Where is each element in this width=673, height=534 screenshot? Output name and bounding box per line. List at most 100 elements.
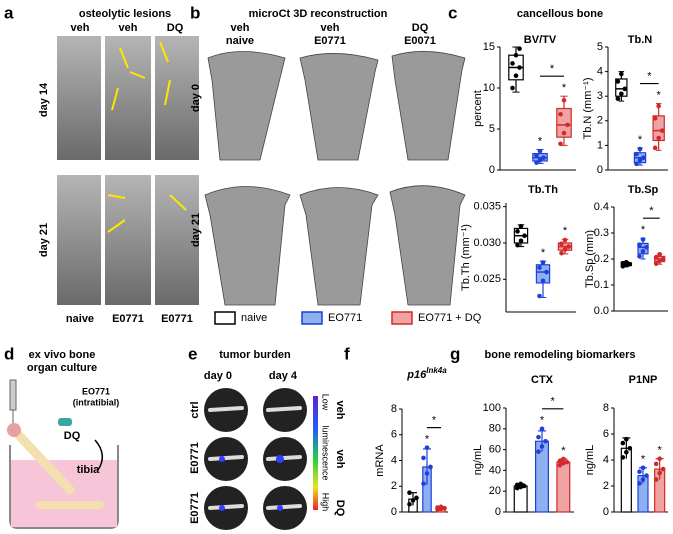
data-point <box>561 130 567 136</box>
y-tick-label: 2 <box>597 115 603 127</box>
data-point <box>657 456 662 462</box>
data-point <box>536 449 541 454</box>
panel-label: b <box>190 3 200 22</box>
y-tick-label: 0.030 <box>473 237 501 249</box>
data-point <box>637 157 643 163</box>
y-tick-label: 0 <box>597 164 603 176</box>
panel-title: osteolytic lesions <box>79 8 171 20</box>
row-label: DQ <box>334 500 346 517</box>
data-point <box>637 146 643 152</box>
data-point <box>619 91 624 97</box>
y-tick-label: 6 <box>391 429 397 441</box>
y-tick-label: 0.3 <box>594 227 609 239</box>
significance-mark: * <box>563 225 568 237</box>
y-tick-label: 0.035 <box>473 201 501 213</box>
data-point <box>557 458 563 464</box>
data-point <box>640 465 646 471</box>
y-tick-label: 2 <box>391 480 397 492</box>
y-tick-label: 3 <box>597 90 603 102</box>
y-axis-label: Tb.Sp (mm) <box>584 230 596 288</box>
data-point <box>657 470 662 476</box>
data-point <box>637 242 642 247</box>
data-point <box>539 444 545 449</box>
data-point <box>424 445 430 450</box>
y-tick-label: 100 <box>483 402 501 414</box>
data-point <box>620 455 626 460</box>
data-point <box>624 259 629 265</box>
data-point <box>537 293 542 299</box>
data-point <box>624 449 629 455</box>
data-point <box>421 481 426 486</box>
significance-mark: * <box>425 434 430 446</box>
column-label: veh <box>119 22 138 34</box>
chart-title: Tb.Th <box>528 184 558 196</box>
data-point <box>539 426 545 432</box>
y-tick-label: 80 <box>489 423 501 435</box>
data-point <box>438 504 444 510</box>
scale-label: High <box>321 493 331 512</box>
data-point <box>515 229 520 234</box>
legend-label: naive <box>241 312 267 324</box>
data-point <box>653 254 659 260</box>
y-tick-label: 8 <box>603 402 609 414</box>
chart-title: P1NP <box>629 374 658 386</box>
panel-title: tumor burden <box>219 349 291 361</box>
chart-title: CTX <box>531 374 554 386</box>
significance-mark: * <box>561 445 566 457</box>
data-point <box>620 260 626 266</box>
column-label: naive <box>226 35 254 47</box>
data-point <box>522 233 527 238</box>
row-label: E0771 <box>189 492 201 524</box>
data-point <box>653 261 659 266</box>
scale-label: luminescence <box>321 425 331 480</box>
data-point <box>540 260 546 265</box>
y-tick-label: 5 <box>597 41 603 53</box>
data-point <box>562 247 568 252</box>
group-label: E0771 <box>161 313 193 325</box>
y-tick-label: 0 <box>603 506 609 518</box>
data-point <box>561 456 566 462</box>
chart-title-sup: Ink4a <box>426 366 447 375</box>
panel-label: d <box>4 344 14 363</box>
data-point <box>640 237 646 242</box>
y-tick-label: 10 <box>483 82 495 94</box>
annotation: DQ <box>64 430 81 442</box>
data-point <box>634 161 639 167</box>
y-tick-label: 4 <box>391 454 397 466</box>
data-point <box>627 261 633 267</box>
data-point <box>442 505 447 511</box>
y-tick-label: 0 <box>391 506 397 518</box>
data-point <box>562 237 568 243</box>
row-label: veh <box>334 450 346 469</box>
data-point <box>518 223 524 229</box>
column-label: E0071 <box>404 35 436 47</box>
microct-images <box>204 51 466 306</box>
data-point <box>652 116 658 121</box>
data-point <box>619 71 624 77</box>
data-point <box>536 434 541 440</box>
column-label: DQ <box>167 22 184 34</box>
data-point <box>637 469 642 475</box>
scale-label: Low <box>321 394 331 411</box>
bracket-label: * <box>551 396 556 408</box>
column-label: day 4 <box>269 370 298 382</box>
panel-label: a <box>4 3 14 22</box>
data-point <box>510 85 515 91</box>
y-tick-label: 0.1 <box>594 279 609 291</box>
row-label: day 21 <box>190 213 202 247</box>
data-point <box>510 61 515 66</box>
luminescence-images <box>204 388 318 530</box>
data-point <box>566 244 571 249</box>
significance-mark: * <box>657 89 662 101</box>
data-point <box>641 155 646 160</box>
data-point <box>518 481 523 487</box>
y-tick-label: 4 <box>597 66 603 78</box>
y-tick-label: 6 <box>603 428 609 440</box>
y-tick-label: 5 <box>489 123 495 135</box>
significance-mark: * <box>540 415 545 427</box>
y-tick-label: 1 <box>597 139 603 151</box>
y-tick-label: 0 <box>489 164 495 176</box>
bracket-label: * <box>647 70 652 82</box>
data-point <box>564 459 570 465</box>
y-tick-label: 0.025 <box>473 273 501 285</box>
